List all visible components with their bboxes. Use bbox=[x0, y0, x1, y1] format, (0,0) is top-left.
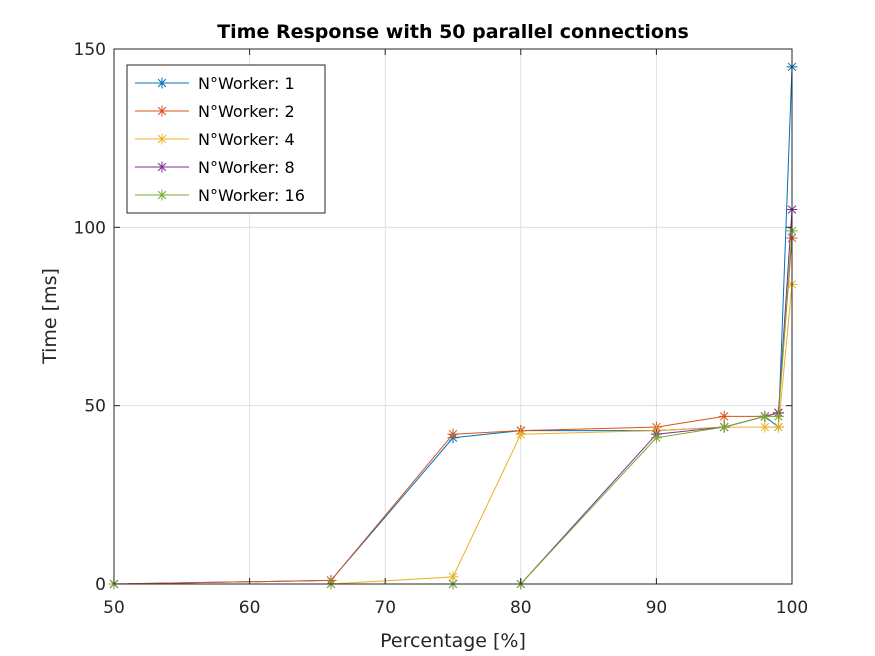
legend-item: N°Worker: 1 bbox=[135, 74, 295, 93]
legend-item: N°Worker: 4 bbox=[135, 130, 295, 149]
legend-label: N°Worker: 4 bbox=[198, 130, 295, 149]
y-tick-label: 150 bbox=[74, 40, 106, 60]
data-point-marker bbox=[772, 410, 784, 422]
tick-layer: 50 60 70 80 90 100 0 50 100 150 bbox=[74, 40, 809, 618]
data-point-marker bbox=[156, 77, 168, 89]
x-tick-label: 70 bbox=[374, 598, 396, 618]
legend-label: N°Worker: 8 bbox=[198, 158, 295, 177]
data-point-marker bbox=[447, 571, 459, 583]
x-tick-label: 100 bbox=[776, 598, 808, 618]
legend: N°Worker: 1 N°Worker: 2 N°Worker: 4 N°Worke… bbox=[126, 64, 326, 214]
legend-label: N°Worker: 1 bbox=[198, 74, 295, 93]
x-tick-label: 90 bbox=[646, 598, 668, 618]
data-point-marker bbox=[650, 432, 662, 444]
x-tick-label: 80 bbox=[510, 598, 532, 618]
legend-item: N°Worker: 16 bbox=[135, 186, 305, 205]
legend-item: N°Worker: 8 bbox=[135, 158, 295, 177]
y-axis-label: Time [ms] bbox=[39, 268, 61, 365]
data-point-marker bbox=[772, 421, 784, 433]
chart-title: Time Response with 50 parallel connectio… bbox=[217, 21, 689, 43]
data-point-marker bbox=[515, 428, 527, 440]
data-point-marker bbox=[759, 421, 771, 433]
data-point-marker bbox=[156, 189, 168, 201]
data-point-marker bbox=[156, 105, 168, 117]
data-point-marker bbox=[156, 133, 168, 145]
x-tick-label: 60 bbox=[239, 598, 261, 618]
y-tick-label: 50 bbox=[84, 397, 106, 417]
data-point-marker bbox=[718, 410, 730, 422]
y-tick-label: 100 bbox=[74, 218, 106, 238]
data-point-marker bbox=[759, 410, 771, 422]
x-tick-label: 50 bbox=[103, 598, 125, 618]
legend-item: N°Worker: 2 bbox=[135, 102, 295, 121]
data-point-marker bbox=[718, 421, 730, 433]
legend-label: N°Worker: 16 bbox=[198, 186, 305, 205]
legend-label: N°Worker: 2 bbox=[198, 102, 295, 121]
y-tick-label: 0 bbox=[95, 575, 106, 595]
data-point-marker bbox=[156, 161, 168, 173]
axes-box bbox=[113, 48, 793, 585]
data-point-marker bbox=[447, 428, 459, 440]
x-axis-label: Percentage [%] bbox=[380, 630, 526, 652]
